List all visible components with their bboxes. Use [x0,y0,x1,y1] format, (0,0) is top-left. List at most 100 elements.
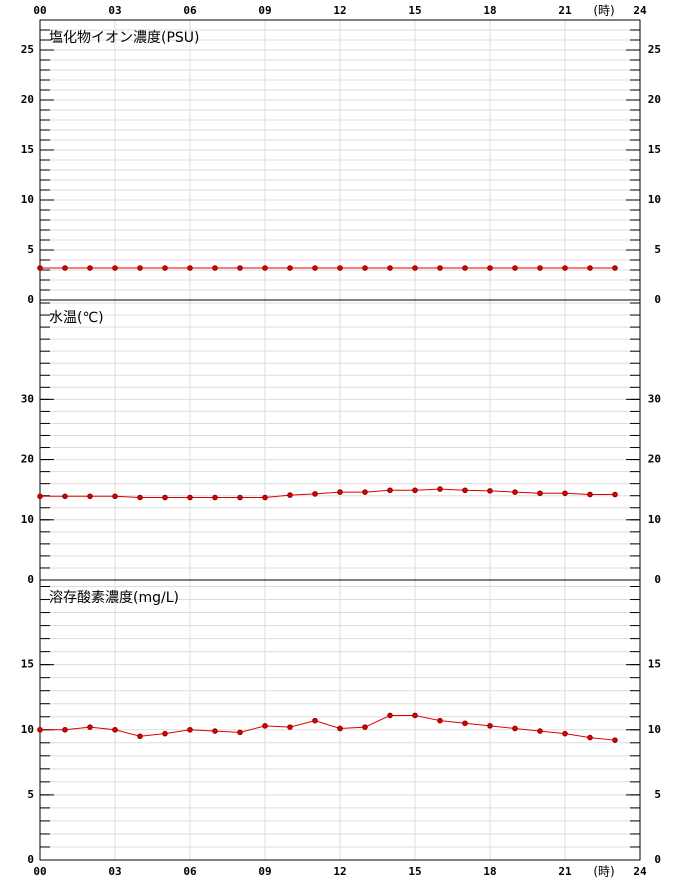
point [62,726,68,733]
point [612,265,618,271]
x-tick-label: 24 [633,865,647,878]
point [262,494,268,501]
point [337,489,343,495]
panel-frame [39,579,641,861]
point [137,494,143,501]
point [437,486,443,492]
point [312,491,318,497]
point [162,730,168,737]
y-tick-label: 10 [648,513,661,526]
point [537,728,543,734]
point [62,265,68,271]
point [437,717,443,724]
x-tick-label: 00 [33,4,46,17]
point [487,265,493,271]
panel-title: 塩化物イオン濃度(PSU) [49,30,200,46]
y-tick-label: 10 [21,723,34,736]
point [237,265,243,271]
y-tick-label: 25 [648,43,661,56]
y-tick-label: 10 [21,513,34,526]
x-unit-label: (時) [593,865,614,879]
point [537,490,543,497]
y-tick-label: 0 [654,853,661,866]
y-tick-label: 10 [21,193,34,206]
point [587,491,593,498]
x-tick-label: 03 [108,865,121,878]
point [37,265,43,271]
point [462,265,468,271]
point [412,265,418,271]
y-tick-label: 10 [648,723,661,736]
point [487,488,493,494]
x-tick-label: 18 [483,865,496,878]
y-tick-label: 15 [648,143,661,156]
point [362,265,368,271]
point [312,717,318,724]
x-tick-label: 15 [408,4,421,17]
x-tick-label: 21 [558,4,572,17]
point [212,265,218,271]
point [462,720,468,727]
point [87,265,93,271]
point [312,265,318,271]
point [587,265,593,271]
point [512,489,518,495]
point [612,737,618,743]
x-tick-label: 12 [333,865,346,878]
y-tick-label: 0 [27,853,34,866]
y-tick-label: 10 [648,193,661,206]
point [212,494,218,501]
point [62,493,68,500]
y-tick-label: 30 [648,392,661,405]
point [262,265,268,271]
point [337,265,343,271]
point [212,728,218,734]
y-tick-label: 5 [654,788,661,801]
y-tick-label: 20 [648,453,661,466]
x-tick-label: 06 [183,4,197,17]
point [387,487,393,494]
y-tick-label: 20 [21,93,34,106]
point [37,726,43,733]
point [87,493,93,500]
x-tick-label: 03 [108,4,121,17]
y-tick-label: 20 [648,93,661,106]
x-tick-label: 18 [483,4,496,17]
y-tick-label: 20 [21,453,34,466]
point [37,493,43,500]
point [112,726,118,733]
point [162,265,168,271]
y-tick-label: 5 [27,788,34,801]
point [137,733,143,740]
point [337,725,343,732]
point [237,729,243,736]
point [412,487,418,494]
x-unit-label: (時) [593,4,614,18]
point [462,487,468,494]
point [387,265,393,271]
point [387,712,393,719]
y-tick-label: 0 [654,293,661,306]
point [562,730,568,737]
point [562,490,568,497]
x-tick-label: 12 [333,4,346,17]
point [537,265,543,271]
point [612,491,618,498]
point [362,489,368,495]
line [40,488,615,499]
x-tick-label: 24 [633,4,647,17]
x-tick-label: 15 [408,865,421,878]
y-tick-label: 25 [21,43,34,56]
point [137,265,143,271]
point [362,724,368,730]
point [187,265,193,271]
point [287,265,293,271]
y-tick-label: 15 [648,658,661,671]
y-tick-label: 5 [27,243,34,256]
y-tick-label: 0 [654,573,661,586]
point [287,724,293,730]
point [437,265,443,271]
y-tick-label: 0 [27,293,34,306]
point [512,265,518,271]
